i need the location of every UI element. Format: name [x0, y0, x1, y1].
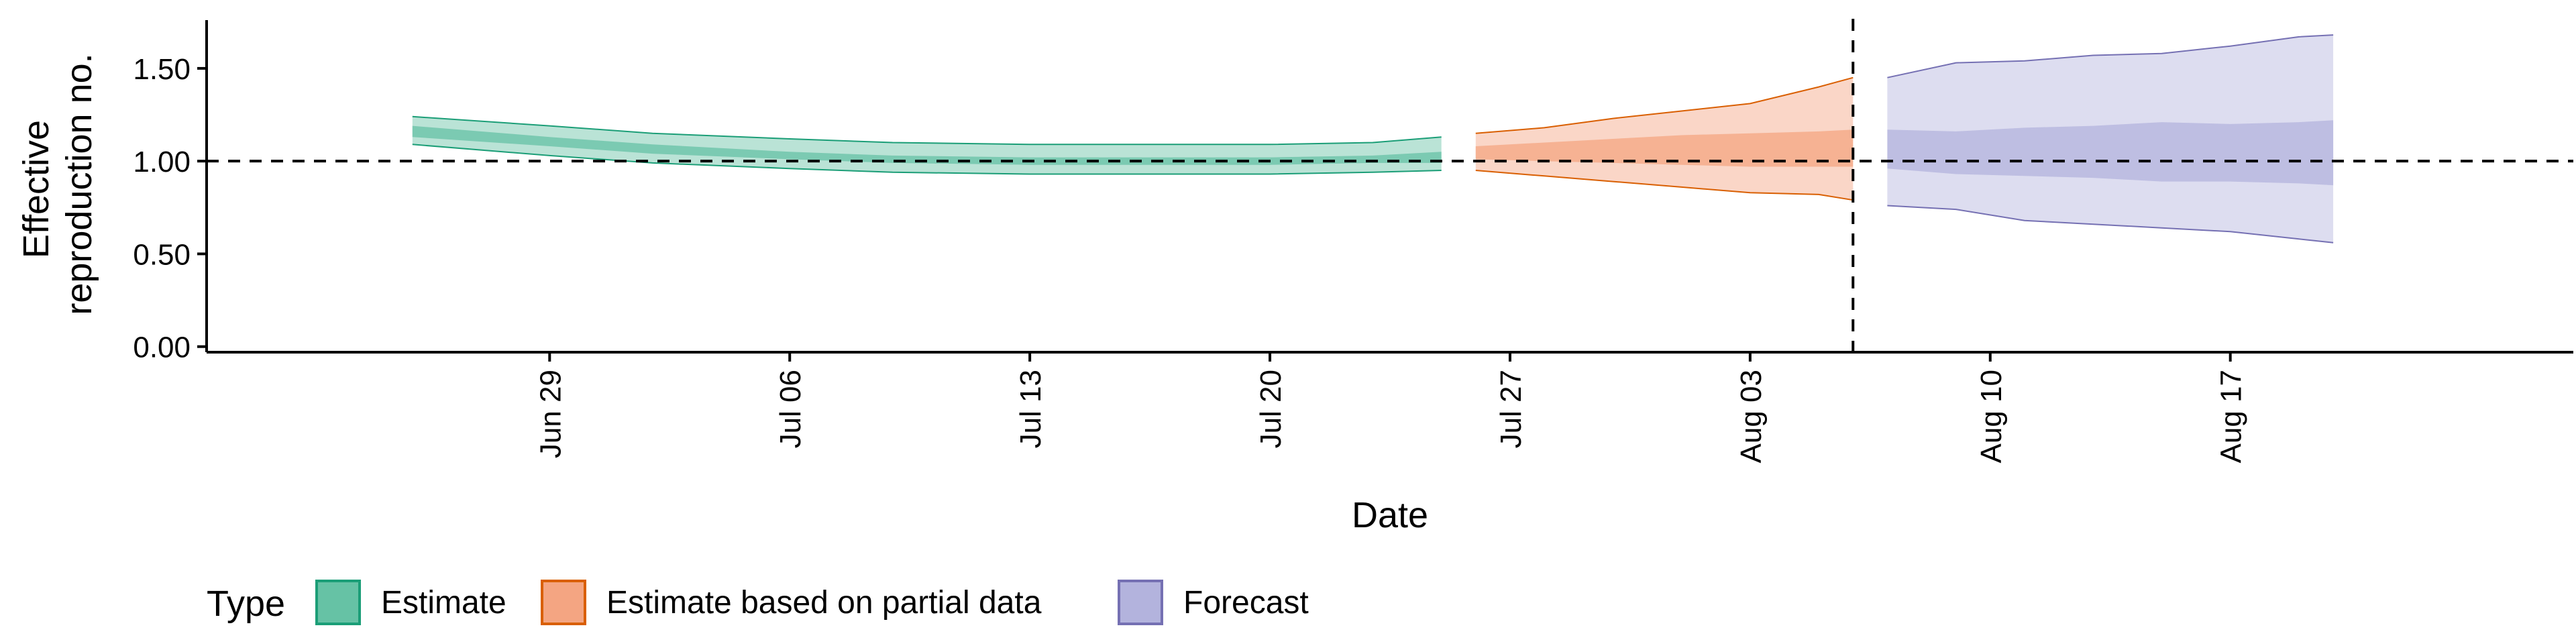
legend: Type Estimate Estimate based on partial d…	[207, 580, 1309, 625]
estimate-based-on-partial-data-upper-bound-line	[1475, 76, 1854, 134]
y-tick-label: 1.50	[133, 53, 191, 86]
x-tick-label: Jul 20	[1254, 370, 1287, 448]
y-axis-title-line-1: Effective	[16, 120, 56, 258]
x-tick-label: Jun 29	[534, 370, 567, 458]
y-tick-label: 1.00	[133, 146, 191, 178]
x-tick-label: Aug 17	[2215, 370, 2248, 463]
estimate-upper-bound-line	[412, 115, 1442, 146]
x-tick-label: Jul 27	[1495, 370, 1527, 448]
x-axis-title: Date	[1352, 495, 1428, 535]
y-axis-title-line-2: reproduction no.	[59, 53, 99, 315]
legend-label-estimate-based-on-partial-data: Estimate based on partial data	[606, 585, 1042, 621]
x-tick-label: Aug 10	[1975, 370, 2008, 463]
legend-title: Type	[207, 584, 285, 624]
legend-label-forecast: Forecast	[1183, 585, 1309, 621]
estimate-inner-band	[412, 125, 1442, 165]
estimate-lower-bound-line	[412, 144, 1442, 175]
axes: 0.00 0.50 1.00 1.50 Jun 29 Jul 06 Jul 13 Jul 20…	[133, 20, 2573, 463]
y-axis-title: Effective reproduction no.	[16, 53, 99, 315]
forecast-upper-bound-line	[1887, 34, 2334, 78]
y-tick-label: 0.50	[133, 238, 191, 271]
legend-key-estimate	[315, 580, 361, 625]
y-tick-label: 0.00	[133, 331, 191, 364]
estimate-based-on-partial-data-lower-bound-line	[1475, 170, 1854, 201]
x-tick-label: Aug 03	[1735, 370, 1768, 463]
forecast-lower-bound-line	[1887, 205, 2334, 244]
estimate-based-on-partial-data-inner-band	[1475, 129, 1854, 167]
forecast-inner-band	[1887, 120, 2334, 186]
legend-key-estimate-based-on-partial-data	[541, 580, 586, 625]
legend-label-estimate: Estimate	[381, 585, 506, 621]
series-bands	[412, 34, 2334, 244]
legend-key-forecast	[1118, 580, 1163, 625]
x-tick-label: Jul 13	[1014, 370, 1047, 448]
x-tick-label: Jul 06	[774, 370, 807, 448]
